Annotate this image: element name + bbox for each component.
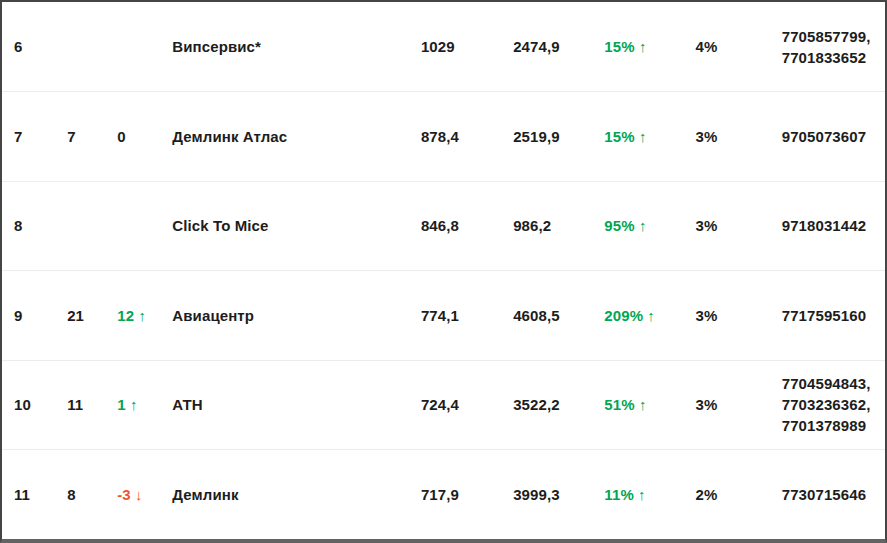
cell-value-1: 724,4 — [421, 360, 513, 450]
cell-growth: 95% ↑ — [604, 181, 695, 271]
cell-share: 3% — [696, 92, 782, 182]
cell-share: 3% — [696, 360, 782, 450]
cell-rank-prev — [67, 181, 117, 271]
table-row: 10 11 1 ↑ АТН 724,4 3522,2 51% ↑ 3% 7704… — [2, 360, 885, 450]
table-row: 11 8 -3 ↓ Демлинк 717,9 3999,3 11% ↑ 2% … — [2, 450, 885, 540]
cell-value-1: 846,8 — [421, 181, 513, 271]
cell-value-2: 3999,3 — [513, 450, 604, 540]
cell-value-1: 878,4 — [421, 92, 513, 182]
cell-value-1: 1029 — [421, 2, 513, 92]
cell-company: Випсервис* — [172, 2, 421, 92]
cell-share: 4% — [696, 2, 782, 92]
table-row: 8 Click To Mice 846,8 986,2 95% ↑ 3% 971… — [2, 181, 885, 271]
cell-growth: 51% ↑ — [604, 360, 695, 450]
cell-company: Click To Mice — [172, 181, 421, 271]
cell-rank: 7 — [2, 92, 67, 182]
cell-share: 3% — [696, 181, 782, 271]
cell-growth: 15% ↑ — [604, 2, 695, 92]
cell-value-2: 2519,9 — [513, 92, 604, 182]
cell-rank-change: 0 — [117, 92, 172, 182]
cell-inn: 7730715646 — [782, 450, 885, 540]
cell-value-2: 2474,9 — [513, 2, 604, 92]
cell-value-2: 3522,2 — [513, 360, 604, 450]
ranking-table: 6 Випсервис* 1029 2474,9 15% ↑ 4% 770585… — [2, 2, 885, 539]
cell-inn: 9705073607 — [782, 92, 885, 182]
cell-value-2: 986,2 — [513, 181, 604, 271]
cell-inn: 7705857799, 7701833652 — [782, 2, 885, 92]
cell-rank-prev: 7 — [67, 92, 117, 182]
cell-rank: 10 — [2, 360, 67, 450]
cell-rank: 8 — [2, 181, 67, 271]
cell-share: 2% — [696, 450, 782, 540]
cell-inn: 7704594843, 7703236362, 7701378989 — [782, 360, 885, 450]
cell-growth: 15% ↑ — [604, 92, 695, 182]
cell-inn: 7717595160 — [782, 271, 885, 361]
cell-rank-prev: 8 — [67, 450, 117, 540]
cell-rank-change: 1 ↑ — [117, 360, 172, 450]
table-row: 7 7 0 Демлинк Атлас 878,4 2519,9 15% ↑ 3… — [2, 92, 885, 182]
cell-growth: 11% ↑ — [604, 450, 695, 540]
cell-company: АТН — [172, 360, 421, 450]
cell-growth: 209% ↑ — [604, 271, 695, 361]
cell-value-1: 717,9 — [421, 450, 513, 540]
cell-rank-change: 12 ↑ — [117, 271, 172, 361]
table-frame: 6 Випсервис* 1029 2474,9 15% ↑ 4% 770585… — [0, 0, 887, 543]
table-row: 6 Випсервис* 1029 2474,9 15% ↑ 4% 770585… — [2, 2, 885, 92]
cell-rank-prev: 21 — [67, 271, 117, 361]
cell-value-1: 774,1 — [421, 271, 513, 361]
cell-value-2: 4608,5 — [513, 271, 604, 361]
cell-inn: 9718031442 — [782, 181, 885, 271]
cell-rank: 6 — [2, 2, 67, 92]
cell-share: 3% — [696, 271, 782, 361]
cell-rank: 11 — [2, 450, 67, 540]
cell-rank-change: -3 ↓ — [117, 450, 172, 540]
cell-company: Авиацентр — [172, 271, 421, 361]
cell-rank: 9 — [2, 271, 67, 361]
cell-rank-change — [117, 181, 172, 271]
table-row: 9 21 12 ↑ Авиацентр 774,1 4608,5 209% ↑ … — [2, 271, 885, 361]
cell-rank-prev: 11 — [67, 360, 117, 450]
cell-rank-change — [117, 2, 172, 92]
cell-rank-prev — [67, 2, 117, 92]
cell-company: Демлинк Атлас — [172, 92, 421, 182]
cell-company: Демлинк — [172, 450, 421, 540]
